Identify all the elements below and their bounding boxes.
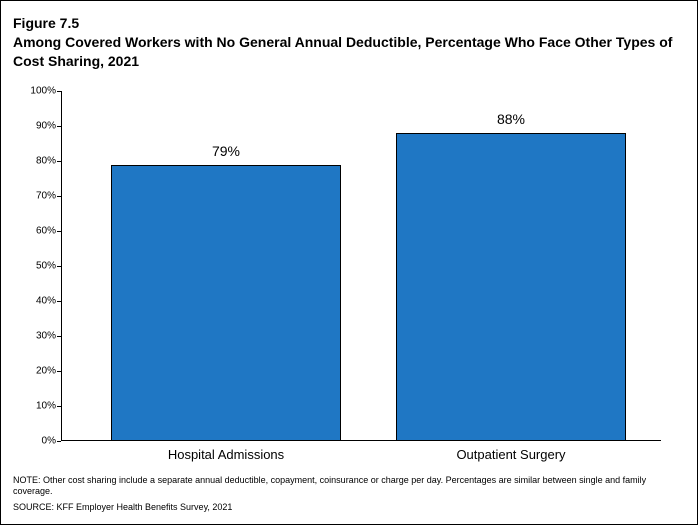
source-line: SOURCE: KFF Employer Health Benefits Sur… [13,502,232,512]
y-tick-label: 80% [21,156,56,167]
y-tick-mark [57,91,61,92]
bar [396,133,626,441]
y-tick-label: 60% [21,226,56,237]
y-tick-mark [57,406,61,407]
plot-area: 0%10%20%30%40%50%60%70%80%90%100%79%Hosp… [61,91,661,441]
figure-number: Figure 7.5 [13,15,79,31]
x-category-label: Outpatient Surgery [456,447,565,462]
y-axis-line [61,91,62,441]
bar-value-label: 79% [212,143,240,159]
y-tick-mark [57,196,61,197]
bar-value-label: 88% [497,111,525,127]
bar [111,165,341,442]
y-tick-label: 100% [21,86,56,97]
y-tick-mark [57,301,61,302]
y-tick-label: 10% [21,401,56,412]
footnote: NOTE: Other cost sharing include a separ… [13,475,685,498]
y-tick-label: 20% [21,366,56,377]
y-tick-label: 0% [21,436,56,447]
y-tick-mark [57,441,61,442]
y-tick-label: 90% [21,121,56,132]
y-tick-mark [57,126,61,127]
y-tick-mark [57,336,61,337]
y-tick-mark [57,371,61,372]
y-tick-label: 50% [21,261,56,272]
x-category-label: Hospital Admissions [168,447,284,462]
figure-title: Among Covered Workers with No General An… [13,33,685,71]
y-tick-label: 40% [21,296,56,307]
y-tick-mark [57,266,61,267]
bar-chart: 0%10%20%30%40%50%60%70%80%90%100%79%Hosp… [61,91,661,441]
y-tick-mark [57,231,61,232]
y-tick-mark [57,161,61,162]
y-tick-label: 30% [21,331,56,342]
y-tick-label: 70% [21,191,56,202]
